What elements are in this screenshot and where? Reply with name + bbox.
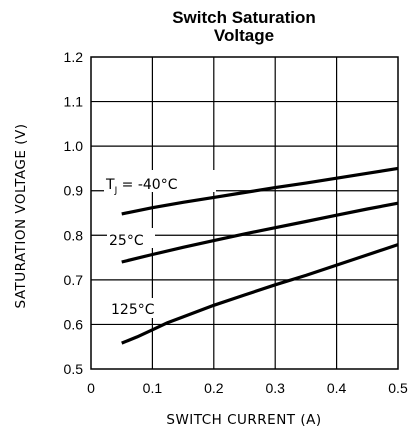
x-tick-labels: 0 0.1 0.2 0.3 0.4 0.5	[87, 380, 408, 396]
chart-title-line-1: Switch Saturation	[172, 8, 316, 27]
y-tick-label: 1.2	[64, 49, 84, 65]
series-label-0-sub: J	[114, 186, 118, 196]
series-curves	[121, 166, 399, 345]
series-label-1: 25°C	[109, 233, 144, 249]
series-line-1	[121, 201, 399, 264]
x-tick-label: 0	[87, 380, 95, 396]
y-tick-label: 1.0	[64, 138, 84, 154]
series-label-bg-2	[109, 298, 164, 318]
y-tick-label: 0.6	[64, 316, 84, 332]
y-tick-label: 0.5	[64, 361, 84, 377]
y-tick-label: 0.8	[64, 227, 84, 243]
series-label-bg-1	[107, 228, 155, 248]
series-label-bg-0	[104, 170, 216, 192]
plot-frame	[90, 56, 399, 370]
x-tick-label: 0.4	[327, 380, 347, 396]
series-label-0: TJ = -40°C	[105, 177, 178, 196]
series-label-0-rest: = -40°C	[117, 177, 177, 193]
x-tick-label: 0.5	[388, 380, 408, 396]
x-tick-label: 0.2	[204, 380, 224, 396]
y-tick-label: 0.9	[64, 183, 84, 199]
x-tick-label: 0.1	[143, 380, 163, 396]
x-tick-label: 0.3	[265, 380, 285, 396]
chart-title-line-2: Voltage	[214, 26, 274, 45]
series-line-0	[121, 166, 399, 216]
y-tick-label: 0.7	[64, 272, 84, 288]
x-axis-label: SWITCH CURRENT (A)	[166, 412, 321, 428]
y-tick-label: 1.1	[64, 94, 84, 110]
series-label-0-main: T	[105, 177, 115, 193]
series-line-2	[121, 243, 399, 345]
y-axis-label: SATURATION VOLTAGE (V)	[13, 124, 29, 309]
y-tick-labels: 0.5 0.6 0.7 0.8 0.9 1.0 1.1 1.2	[64, 49, 84, 377]
series-label-2: 125°C	[111, 302, 155, 318]
